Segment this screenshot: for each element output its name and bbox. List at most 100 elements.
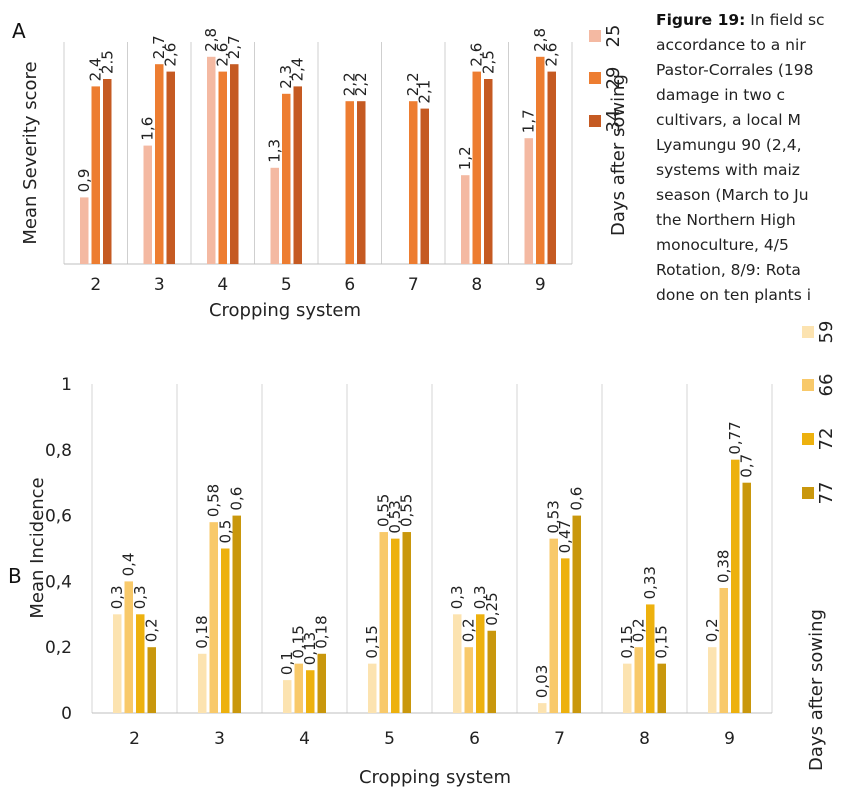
legend-swatch: [589, 115, 601, 127]
legend-label: 25: [603, 25, 624, 48]
data-label: 0,6: [228, 487, 246, 511]
data-label: 0,13: [301, 632, 319, 665]
bar-34: [103, 79, 112, 264]
bar-34: [547, 71, 556, 264]
bar-59: [198, 653, 207, 713]
legend-title: Days after sowing: [806, 609, 827, 771]
x-tick-label: 7: [408, 275, 419, 295]
data-label: 0,18: [313, 615, 331, 648]
bar-59: [538, 703, 547, 713]
bar-34: [484, 79, 493, 264]
x-tick-label: 6: [344, 275, 355, 295]
bar-29: [536, 56, 545, 264]
caption-line: monoculture, 4/5: [656, 236, 789, 254]
data-label: 0,3: [448, 585, 466, 609]
bar-25: [524, 138, 533, 264]
y-axis-title: Mean Incidence: [27, 477, 48, 618]
x-tick-label: 2: [90, 275, 101, 295]
data-label: 2,7: [225, 35, 243, 59]
x-tick-label: 5: [384, 729, 395, 749]
bar-77: [402, 532, 411, 713]
x-tick-label: 9: [535, 275, 546, 295]
data-label: 1,3: [266, 139, 284, 163]
caption-line: cultivars, a local M: [656, 111, 801, 129]
data-label: 2,2: [404, 72, 422, 96]
data-label: 0,47: [556, 520, 574, 553]
data-label: 2,3: [277, 65, 295, 89]
bar-77: [572, 515, 581, 713]
bar-77: [317, 653, 326, 713]
bar-77: [657, 663, 666, 713]
legend-swatch: [802, 326, 814, 338]
legend-swatch: [802, 379, 814, 391]
bar-25: [80, 197, 89, 264]
data-label: 0,2: [460, 618, 478, 642]
bar-34: [357, 101, 366, 264]
x-tick-label: 4: [299, 729, 310, 749]
data-label: 0,15: [618, 625, 636, 658]
data-label: 0,03: [533, 665, 551, 698]
bar-25: [270, 167, 279, 264]
bar-72: [731, 459, 740, 713]
legend-label: 29: [603, 67, 624, 90]
x-tick-label: 2: [129, 729, 140, 749]
data-label: 1,6: [139, 117, 157, 141]
bar-66: [719, 587, 728, 713]
x-tick-label: 5: [281, 275, 292, 295]
bar-29: [218, 71, 227, 264]
y-tick-label: 0,4: [45, 572, 72, 592]
x-tick-label: 8: [639, 729, 650, 749]
x-tick-label: 6: [469, 729, 480, 749]
data-label: 0,58: [205, 484, 223, 517]
data-label: 0,4: [120, 553, 138, 577]
bar-34: [230, 64, 239, 264]
legend-label: 34: [603, 110, 624, 133]
legend-title: Days after sowing: [608, 74, 629, 236]
data-label: 2,2: [352, 72, 370, 96]
caption-line: done on ten plants i: [656, 286, 812, 304]
data-label: 0,3: [108, 585, 126, 609]
bar-66: [379, 532, 388, 713]
data-label: 0,3: [131, 585, 149, 609]
legend-swatch: [589, 72, 601, 84]
bar-72: [476, 614, 485, 713]
data-label: 2,7: [150, 35, 168, 59]
data-label: 0,55: [375, 494, 393, 527]
data-label: 2,8: [531, 28, 549, 52]
data-label: 0,53: [545, 500, 563, 533]
x-tick-label: 8: [471, 275, 482, 295]
data-label: 0,38: [715, 550, 733, 583]
data-label: 0,15: [290, 625, 308, 658]
legend-swatch: [802, 433, 814, 445]
bar-59: [283, 680, 292, 713]
data-label: 0,33: [641, 566, 659, 599]
legend-swatch: [589, 30, 601, 42]
caption-line: systems with maiz: [656, 161, 800, 179]
data-label: 0,9: [75, 169, 93, 193]
legend-label: 66: [816, 374, 837, 397]
caption-line: Lyamungu 90 (2,4,: [656, 136, 802, 154]
bar-66: [464, 647, 473, 713]
bar-59: [368, 663, 377, 713]
bar-66: [124, 581, 133, 713]
bar-29: [155, 64, 164, 264]
y-tick-label: 0: [61, 704, 72, 724]
caption-line: Figure 19: In field sc: [656, 11, 825, 29]
bar-77: [147, 647, 156, 713]
panel-label: A: [12, 19, 26, 43]
data-label: 2.5: [98, 50, 116, 74]
caption-line: accordance to a nir: [656, 36, 806, 54]
bar-25: [461, 175, 470, 264]
y-tick-label: 0,6: [45, 507, 72, 527]
data-label: 0,3: [471, 585, 489, 609]
y-tick-label: 1: [61, 375, 72, 395]
bar-72: [136, 614, 145, 713]
data-label: 0,77: [726, 421, 744, 454]
bar-34: [420, 108, 429, 264]
data-label: 0,15: [653, 625, 671, 658]
bar-66: [209, 522, 218, 713]
data-label: 0,2: [630, 618, 648, 642]
data-label: 2,8: [202, 28, 220, 52]
panel-label: B: [8, 564, 22, 588]
